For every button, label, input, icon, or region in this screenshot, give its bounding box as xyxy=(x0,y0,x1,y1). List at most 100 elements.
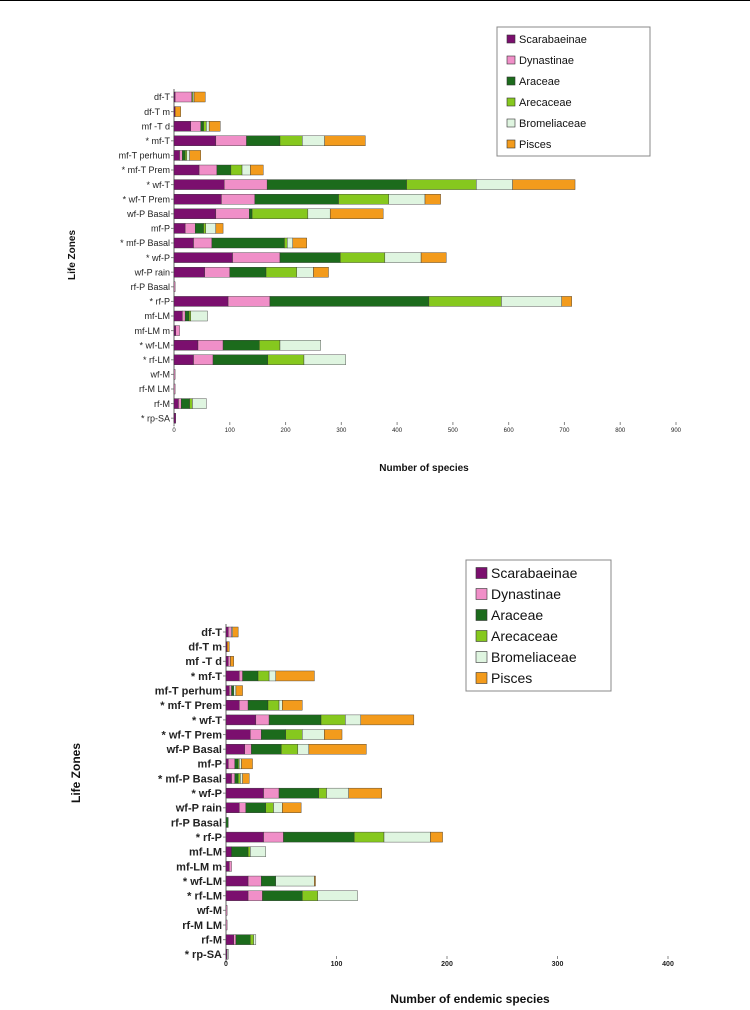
bar-pisces-mf-t-perhum xyxy=(235,685,243,696)
bar-arecaceae-rf-lm xyxy=(302,890,318,901)
y-tick-label: mf-P xyxy=(198,759,222,771)
bar-arecaceae-wf-t-prem xyxy=(338,193,389,205)
bar-dynastinae-rf-m xyxy=(233,934,237,945)
y-tick-label: * wf-T Prem xyxy=(161,729,222,741)
y-tick-label: * mf-T Prem xyxy=(160,700,222,712)
bar-pisces-df-t xyxy=(232,626,239,638)
legend-box xyxy=(496,26,651,157)
bar-araceae-rf-lm xyxy=(262,890,303,901)
legend-label-arecaceae: Arecaceae xyxy=(519,97,572,109)
bar-scarabaeinae-wf-lm xyxy=(225,875,249,887)
bar-dynastinae-wf-lm xyxy=(247,875,262,887)
bar-bromeliaceae-wf-t xyxy=(476,179,513,190)
legend-label-pisces: Pisces xyxy=(519,139,552,151)
bar-pisces-mf-p-basal xyxy=(292,237,307,249)
bar-scarabaeinae-mf-t-prem xyxy=(225,700,240,711)
bar-scarabaeinae-mf-t-perhum xyxy=(173,150,180,161)
bar-dynastinae-mf-t-d xyxy=(228,656,231,667)
bar-arecaceae-rf-m xyxy=(189,398,193,409)
y-tick-label: * wf-LM xyxy=(139,340,170,350)
bar-scarabaeinae-mf-p xyxy=(173,223,186,234)
bar-araceae-mf-lm xyxy=(231,846,249,857)
bar-araceae-mf-t-perhum xyxy=(231,685,234,696)
bar-dynastinae-wf-m xyxy=(225,905,228,916)
bar-araceae-wf-t xyxy=(268,714,322,726)
bar-pisces-df-t xyxy=(193,91,206,103)
y-tick-label: * mf-P Basal xyxy=(120,238,170,248)
bar-arecaceae-mf-p xyxy=(203,223,206,234)
x-tick-label: 200 xyxy=(441,961,453,968)
bar-pisces-mf-p xyxy=(215,223,224,234)
legend: Scarabaeinae Dynastinae Araceae Arecaceae Br… xyxy=(465,559,612,692)
bar-arecaceae-mf-t-perhum xyxy=(184,150,188,161)
bar-araceae-wf-p-rain xyxy=(245,802,266,813)
legend-swatch-arecaceae xyxy=(475,630,488,642)
bar-dynastinae-mf-p xyxy=(184,223,196,234)
bar-dynastinae-mf-lm-m xyxy=(175,325,180,336)
bar-araceae-rf-p xyxy=(283,831,355,843)
bar-scarabaeinae-rf-m xyxy=(173,398,179,409)
y-tick-label: * wf-P xyxy=(146,253,170,263)
bar-arecaceae-wf-t xyxy=(406,179,477,190)
x-tick-label: 200 xyxy=(281,428,292,434)
bar-bromeliaceae-rf-m xyxy=(253,934,257,945)
bar-pisces-wf-p-rain xyxy=(313,267,329,278)
bar-arecaceae-rf-lm xyxy=(267,354,305,365)
bar-dynastinae-df-t xyxy=(228,626,232,638)
legend-label-scarabaeinae: Scarabaeinae xyxy=(491,565,578,581)
bar-dynastinae-rf-p xyxy=(263,831,284,843)
y-tick-label: * rf-LM xyxy=(187,891,222,903)
bar-bromeliaceae-wf-p-basal xyxy=(297,743,310,755)
bar-dynastinae-rf-m xyxy=(178,398,182,409)
bar-dynastinae-rf-m-lm xyxy=(173,383,176,395)
bar-dynastinae-mf-t-perhum xyxy=(229,685,232,696)
bar-araceae-rf-lm xyxy=(212,354,268,365)
bar-bromeliaceae-wf-lm xyxy=(275,875,315,887)
legend-swatch-pisces xyxy=(506,139,516,149)
y-tick-label: mf -T d xyxy=(142,121,170,131)
bar-pisces-mf-t-d xyxy=(208,120,221,132)
x-tick-label: 0 xyxy=(172,428,176,434)
bar-dynastinae-wf-p-basal xyxy=(244,743,252,755)
bar-pisces-mf-t-prem xyxy=(250,164,264,176)
x-tick-label: 300 xyxy=(552,961,564,968)
y-tick-label: * rf-LM xyxy=(143,355,170,365)
x-tick-label: 500 xyxy=(448,428,459,434)
y-tick-label: mf-LM m xyxy=(135,326,171,336)
bar-bromeliaceae-mf-t-perhum xyxy=(186,150,190,161)
bar-scarabaeinae-wf-t xyxy=(173,179,225,190)
y-tick-label: df-T m xyxy=(188,642,222,654)
bar-dynastinae-mf-t-d xyxy=(190,120,201,132)
bar-scarabaeinae-mf-lm xyxy=(225,846,232,857)
bar-pisces-mf-t xyxy=(275,670,315,682)
y-tick-label: mf-LM xyxy=(145,311,171,321)
bar-arecaceae-rf-p xyxy=(428,296,502,307)
y-tick-label: * mf-P Basal xyxy=(158,773,222,785)
legend-label-pisces: Pisces xyxy=(491,670,532,686)
legend-label-arecaceae: Arecaceae xyxy=(491,628,558,644)
bar-arecaceae-wf-p-rain xyxy=(265,267,297,278)
bar-araceae-mf-p-basal xyxy=(234,773,239,784)
bar-arecaceae-wf-p xyxy=(340,252,386,263)
bar-dynastinae-df-t xyxy=(174,91,193,103)
bar-dynastinae-rf-p xyxy=(227,296,271,307)
bar-scarabaeinae-wf-p-basal xyxy=(173,208,217,220)
bar-pisces-wf-lm xyxy=(314,875,316,887)
bar-scarabaeinae-mf-p-basal xyxy=(173,237,194,249)
bar-dynastinae-mf-t-prem xyxy=(198,164,218,176)
y-axis-title: Life Zones xyxy=(67,230,78,280)
bar-araceae-wf-t-prem xyxy=(261,729,286,740)
bar-dynastinae-wf-p-rain xyxy=(204,267,230,278)
bar-bromeliaceae-wf-t xyxy=(345,714,362,726)
bar-scarabaeinae-mf-t-d xyxy=(173,120,191,132)
legend-swatch-araceae xyxy=(506,76,516,86)
bar-arecaceae-rf-p xyxy=(353,831,385,843)
bar-dynastinae-wf-lm xyxy=(197,340,224,351)
bar-scarabaeinae-df-t xyxy=(225,626,229,638)
legend: Scarabaeinae Dynastinae Araceae Arecaceae Br… xyxy=(496,26,651,157)
bar-arecaceae-wf-p xyxy=(318,787,327,799)
bar-scarabaeinae-mf-p-basal xyxy=(225,773,232,784)
legend-swatch-arecaceae xyxy=(506,97,516,107)
bar-araceae-wf-p-rain xyxy=(229,267,267,278)
bar-pisces-wf-t-prem xyxy=(424,193,441,205)
